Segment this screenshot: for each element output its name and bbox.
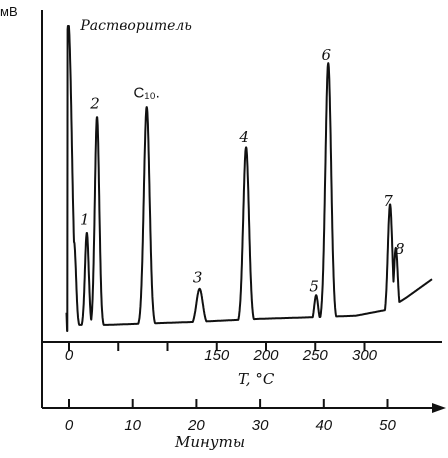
y-axis-unit: мВ	[0, 4, 18, 19]
temperature-tick-label: 0	[65, 347, 74, 364]
time-tick-label: 30	[252, 417, 269, 434]
temperature-ticks: 0 150 200 250 300	[65, 342, 378, 364]
peak-label: 7	[383, 192, 393, 210]
peak-label: 4	[238, 128, 249, 146]
temperature-tick-label: 200	[252, 347, 279, 364]
time-tick-label: 10	[124, 417, 141, 434]
solvent-label: Растворитель	[79, 18, 192, 34]
time-tick-label: 50	[379, 417, 396, 434]
peak-label: 3	[193, 268, 203, 286]
temperature-tick-label: 150	[204, 347, 230, 364]
peak-label: 1	[80, 210, 90, 228]
time-axis-arrow	[432, 403, 446, 413]
peak-labels: Растворитель 1 2 C₁₀. 3 4 5 6 7 8	[79, 18, 404, 296]
peak-label: 6	[322, 46, 332, 64]
time-tick-label: 40	[315, 417, 332, 434]
time-axis-title: Минуты	[174, 433, 245, 451]
peak-label-c10: C₁₀.	[134, 84, 160, 101]
time-tick-label: 0	[65, 417, 74, 434]
time-tick-label: 20	[187, 417, 205, 434]
temperature-axis-title: T, °C	[238, 370, 275, 388]
temperature-tick-label: 300	[352, 347, 378, 364]
time-ticks: 0 10 20 30 40 50	[65, 399, 396, 434]
signal-trace	[65, 25, 433, 332]
temperature-tick-label: 250	[302, 347, 329, 364]
peak-label: 5	[309, 278, 319, 296]
peak-label: 2	[89, 95, 100, 113]
peak-label: 8	[395, 240, 405, 258]
svg-text:T, °C: T, °C	[238, 370, 275, 388]
